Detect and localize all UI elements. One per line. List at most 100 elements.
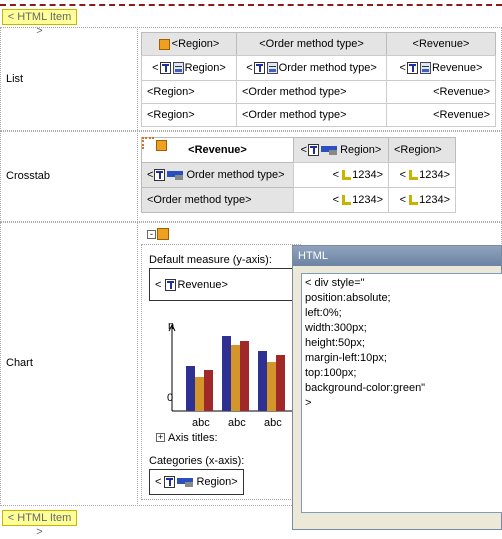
icon [165, 278, 177, 291]
field-label: Categories (x-axis): [149, 455, 245, 467]
header-text: <Region> [171, 38, 220, 50]
cell-text: 1234> [352, 169, 383, 181]
chart-icon [157, 228, 169, 240]
code-line: width:300px; [305, 322, 367, 334]
dialog-title: HTML [293, 246, 501, 266]
list-cell[interactable]: < Revenue> [386, 55, 496, 81]
icon [406, 62, 418, 74]
code-line: margin-left:10px; [305, 352, 387, 364]
icon [159, 62, 171, 74]
code-line: < div style=" [305, 277, 365, 289]
list-cell[interactable]: <Region> [141, 103, 237, 127]
icon [164, 476, 176, 488]
list-cell[interactable]: < Region> [141, 55, 237, 81]
bracket: < [155, 278, 162, 291]
preview-bar [204, 370, 213, 411]
chart-preview [168, 323, 293, 412]
icon [419, 62, 431, 74]
crosstab-header[interactable]: < Region> [293, 137, 389, 163]
list-cell[interactable]: <Revenue> [386, 103, 496, 127]
icon [253, 62, 265, 74]
icon [407, 194, 419, 206]
list-cell[interactable]: <Order method type> [236, 80, 387, 104]
row-label: List [6, 73, 24, 85]
list-icon [158, 38, 170, 50]
html-dialog: HTML < div style=" position:absolute; left… [292, 245, 502, 530]
crosstab-cell[interactable]: <1234> [388, 162, 456, 188]
crosstab-corner-mark [142, 137, 154, 149]
column-divider [137, 27, 138, 506]
preview-bar [195, 377, 204, 411]
cell-text: 1234> [419, 169, 450, 181]
preview-bar [186, 366, 195, 411]
bracket: < [300, 144, 308, 156]
icon [340, 169, 352, 181]
icon [321, 144, 339, 156]
icon [407, 169, 419, 181]
bracket: < [332, 194, 340, 206]
header-text: <Order method type> [259, 38, 364, 50]
icon [177, 476, 195, 488]
crosstab-cell[interactable]: <1234> [293, 162, 389, 188]
list-header[interactable]: <Revenue> [386, 32, 496, 56]
list-cell[interactable]: <Region> [141, 80, 237, 104]
list-header[interactable]: <Order method type> [236, 32, 387, 56]
category-label: abc [228, 417, 246, 429]
list-cell[interactable]: <Revenue> [386, 80, 496, 104]
bracket: < [155, 476, 162, 488]
cell-text: Region> [196, 476, 238, 488]
list-header[interactable]: <Region> [141, 32, 237, 56]
collapse-box[interactable]: - [147, 230, 156, 239]
html-item-tag[interactable]: < HTML Item > [2, 9, 77, 37]
code-line: position:absolute; [305, 292, 391, 304]
category-label: abc [264, 417, 282, 429]
preview-bar [231, 345, 240, 411]
cell-text: Region> [184, 62, 226, 74]
crosstab-cell[interactable]: <1234> [388, 187, 456, 213]
cell-text: Order method type> [278, 62, 377, 74]
crosstab-row-header[interactable]: <Order method type> [141, 187, 294, 213]
icon [154, 169, 166, 181]
header-text: <Revenue> [412, 38, 470, 50]
preview-bar [258, 351, 267, 411]
expand-box[interactable]: + [156, 432, 165, 442]
bracket: < [399, 62, 406, 74]
cell-text: Region> [340, 144, 382, 156]
axis-label: n [168, 320, 175, 332]
bracket: < [152, 62, 159, 74]
list-cell[interactable]: <Order method type> [236, 103, 387, 127]
axis-arrow [168, 323, 176, 332]
drop-zone[interactable]: < Region> [149, 469, 244, 495]
cell-text: 1234> [419, 194, 450, 206]
code-line: top:100px; [305, 367, 357, 379]
bracket: < [399, 169, 407, 181]
preview-bar [240, 341, 249, 411]
crosstab-header[interactable]: <Region> [388, 137, 456, 163]
code-line: > [305, 397, 312, 409]
drop-zone[interactable]: < Revenue> [149, 268, 301, 301]
row-label: Chart [6, 357, 33, 369]
bracket: < [399, 194, 407, 206]
cell-text: Revenue> [431, 62, 483, 74]
code-line: height:50px; [305, 337, 365, 349]
preview-bar [276, 355, 285, 411]
preview-bar [267, 362, 276, 411]
code-editor[interactable]: < div style=" position:absolute; left:0%; w… [301, 273, 502, 513]
icon [172, 62, 184, 74]
code-line: background-color:green" [305, 382, 426, 394]
bracket: < [246, 62, 253, 74]
cell-text: Revenue> [177, 278, 228, 291]
icon [308, 144, 320, 156]
category-label: abc [192, 417, 210, 429]
list-cell[interactable]: < Order method type> [236, 55, 387, 81]
preview-bar [222, 336, 231, 411]
crosstab-cell[interactable]: <1234> [293, 187, 389, 213]
icon [167, 169, 185, 181]
crosstab-row-header[interactable]: <Order method type> [141, 162, 294, 188]
html-item-tag[interactable]: < HTML Item > [2, 510, 77, 538]
bracket: < [332, 169, 340, 181]
code-line: left:0%; [305, 307, 342, 319]
corner-text: <Revenue> [188, 144, 247, 156]
cell-text: Order method type> [186, 169, 285, 181]
